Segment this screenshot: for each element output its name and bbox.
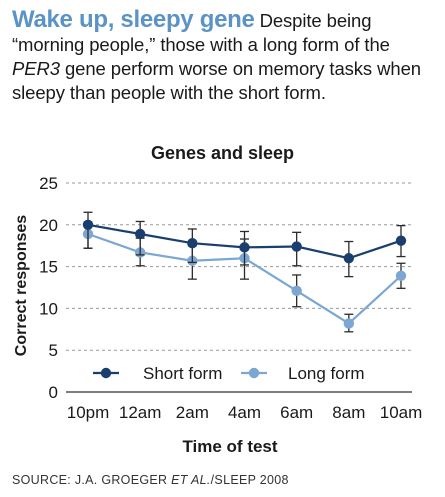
dek-part-2: gene perform worse on memory tasks when …	[12, 58, 421, 103]
source-credit: SOURCE: J.A. GROEGER ET AL./SLEEP 2008	[12, 473, 289, 487]
headline: Wake up, sleepy gene	[12, 6, 255, 33]
source-etal: ET AL.	[171, 473, 211, 487]
x-tick-label: 10pm	[67, 403, 110, 422]
series-short-form	[82, 211, 407, 278]
error-bar	[83, 211, 93, 249]
data-point	[395, 270, 407, 281]
gridlines	[66, 182, 412, 393]
y-tick-label: 25	[39, 174, 58, 193]
x-tick-labels: 10pm 12am 2am 4am 6am 8am 10am	[67, 403, 423, 422]
data-point	[291, 241, 302, 252]
data-point	[395, 235, 407, 246]
x-tick-label: 6am	[280, 403, 313, 422]
x-tick-label: 2am	[176, 403, 209, 422]
x-tick-label: 12am	[119, 403, 162, 422]
y-tick-label: 0	[49, 383, 58, 402]
y-tick-label: 15	[39, 258, 58, 277]
source-prefix: SOURCE: J.A. GROEGER	[12, 473, 172, 487]
legend-label: Short form	[143, 364, 222, 383]
legend-swatch-marker	[248, 367, 260, 379]
x-axis-label: Time of test	[182, 437, 277, 456]
chart: 0 5 10 15 20 25 10pm 12am 2am 4am 6am 8am 10am Corr…	[13, 174, 423, 456]
data-point	[187, 237, 198, 249]
data-point	[291, 285, 302, 297]
legend: Short form Long form	[92, 360, 394, 386]
dek-part-1: Despite being “morning people,” those wi…	[12, 10, 390, 55]
source-suffix: /SLEEP 2008	[210, 473, 289, 487]
series-layer	[82, 211, 407, 333]
y-tick-label: 20	[39, 216, 58, 235]
x-tick-label: 10am	[380, 403, 423, 422]
data-point	[239, 242, 250, 253]
legend-item: Short form	[93, 364, 222, 383]
data-point	[343, 318, 355, 329]
x-tick-label: 8am	[332, 403, 365, 422]
chart-title: Genes and sleep	[150, 143, 295, 163]
y-axis-label: Correct responses	[13, 215, 30, 356]
headline-block: Wake up, sleepy gene Despite being “morn…	[12, 8, 437, 105]
data-point	[82, 219, 94, 230]
legend-swatch-marker	[100, 367, 112, 379]
legend-item: Long form	[241, 364, 365, 383]
legend-label: Long form	[288, 364, 365, 383]
y-tick-labels: 0 5 10 15 20 25	[39, 174, 58, 402]
data-point	[134, 228, 146, 240]
x-tick-label: 4am	[228, 403, 261, 422]
dek-gene-name: PER3	[12, 58, 60, 79]
data-point	[343, 253, 355, 264]
y-tick-label: 5	[49, 341, 58, 360]
y-tick-label: 10	[39, 299, 58, 318]
